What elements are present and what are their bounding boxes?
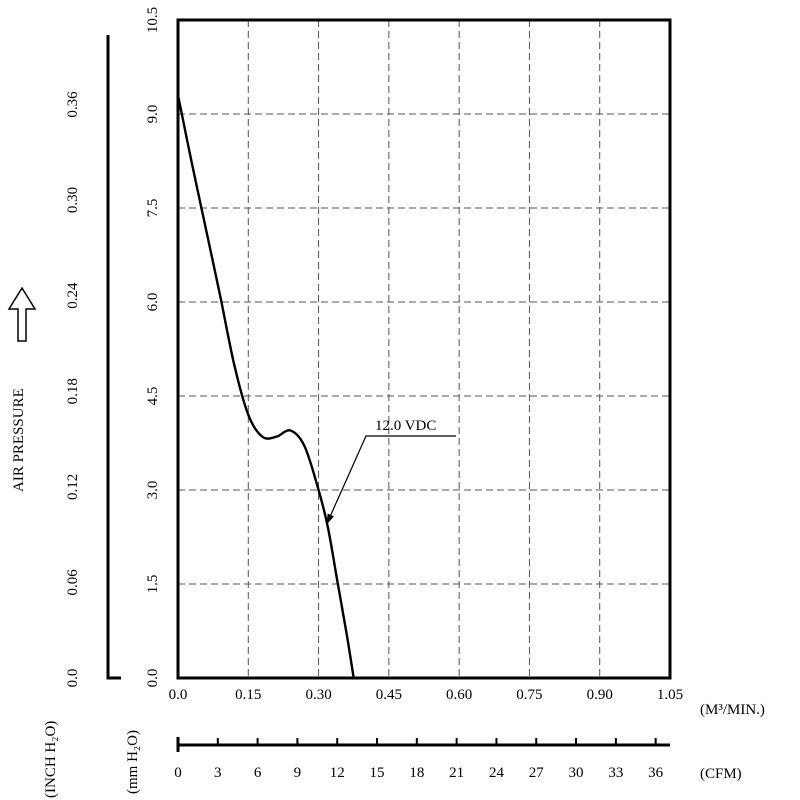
x-axis-m3-ticks: 0.0 0.15 0.30 0.45 0.60 0.75 0.90 1.05: [169, 687, 684, 703]
x2-tick-label: 3: [214, 765, 222, 781]
x2-tick-label: 36: [648, 765, 664, 781]
annotation-arrowhead: [326, 513, 334, 525]
plot-frame: [176, 18, 672, 680]
x2-tick-label: 21: [449, 765, 464, 781]
x2-tick-label: 27: [529, 765, 545, 781]
x2-tick-label: 0: [174, 765, 182, 781]
x-tick-label: 0.15: [235, 687, 261, 703]
annotation-label: 12.0 VDC: [375, 418, 436, 434]
y2-tick-label: 0.24: [65, 282, 81, 309]
y2-tick-label: 0.06: [65, 569, 81, 596]
x-tick-label: 0.30: [305, 687, 331, 703]
x2-tick-label: 15: [370, 765, 385, 781]
x-axis-cfm-ticks: 0 3 6 9 12 15 18 21 24 27 30 33 36: [174, 738, 664, 781]
x2-tick-label: 30: [569, 765, 584, 781]
inch-unit-label: (INCH H₂O): [43, 721, 59, 798]
x2-tick-label: 18: [409, 765, 424, 781]
x2-tick-label: 12: [330, 765, 345, 781]
y2-tick-label: 0.18: [65, 378, 81, 404]
x2-tick-label: 24: [489, 765, 505, 781]
y-tick-label: 3.0: [145, 481, 161, 500]
up-arrow-icon: [7, 286, 37, 342]
curve-layer: [176, 94, 355, 679]
y-tick-label: 0.0: [145, 669, 161, 688]
y-tick-label: 10.5: [145, 7, 161, 33]
y-axis-inch-ticks: 0.0 0.06 0.12 0.18 0.24 0.30 0.36: [65, 91, 81, 688]
x-tick-label: 1.05: [657, 687, 683, 703]
y-tick-label: 4.5: [145, 387, 161, 406]
m3-unit-label: (M³/MIN.): [700, 702, 765, 718]
y-tick-label: 7.5: [145, 199, 161, 218]
x2-tick-label: 33: [608, 765, 623, 781]
x-tick-label: 0.0: [169, 687, 188, 703]
y-tick-label: 9.0: [145, 105, 161, 124]
x-tick-label: 0.75: [516, 687, 542, 703]
y-axis-mm-ticks: 0.0 1.5 3.0 4.5 6.0 7.5 9.0 10.5: [145, 7, 161, 688]
y-tick-label: 6.0: [145, 293, 161, 312]
y2-tick-label: 0.0: [65, 669, 81, 688]
mm-unit-label: (mm H₂O): [125, 730, 141, 794]
series-line-12vdc: [176, 94, 355, 679]
y-tick-label: 1.5: [145, 575, 161, 594]
grid-lines: [178, 20, 670, 678]
y2-tick-label: 0.36: [65, 91, 81, 118]
inch-axis-bar: [106, 35, 121, 680]
annotation-layer: 12.0 VDC: [325, 418, 456, 525]
x2-tick-label: 9: [294, 765, 302, 781]
cfm-unit-label: (CFM): [700, 766, 742, 782]
x2-tick-label: 6: [254, 765, 262, 781]
y2-tick-label: 0.12: [65, 474, 81, 500]
air-pressure-label: AIR PRESSURE: [11, 388, 27, 492]
x-tick-label: 0.45: [376, 687, 402, 703]
x-tick-label: 0.90: [587, 687, 613, 703]
annotation-leader-line: [325, 435, 456, 525]
y2-tick-label: 0.30: [65, 187, 81, 213]
x-tick-label: 0.60: [446, 687, 472, 703]
